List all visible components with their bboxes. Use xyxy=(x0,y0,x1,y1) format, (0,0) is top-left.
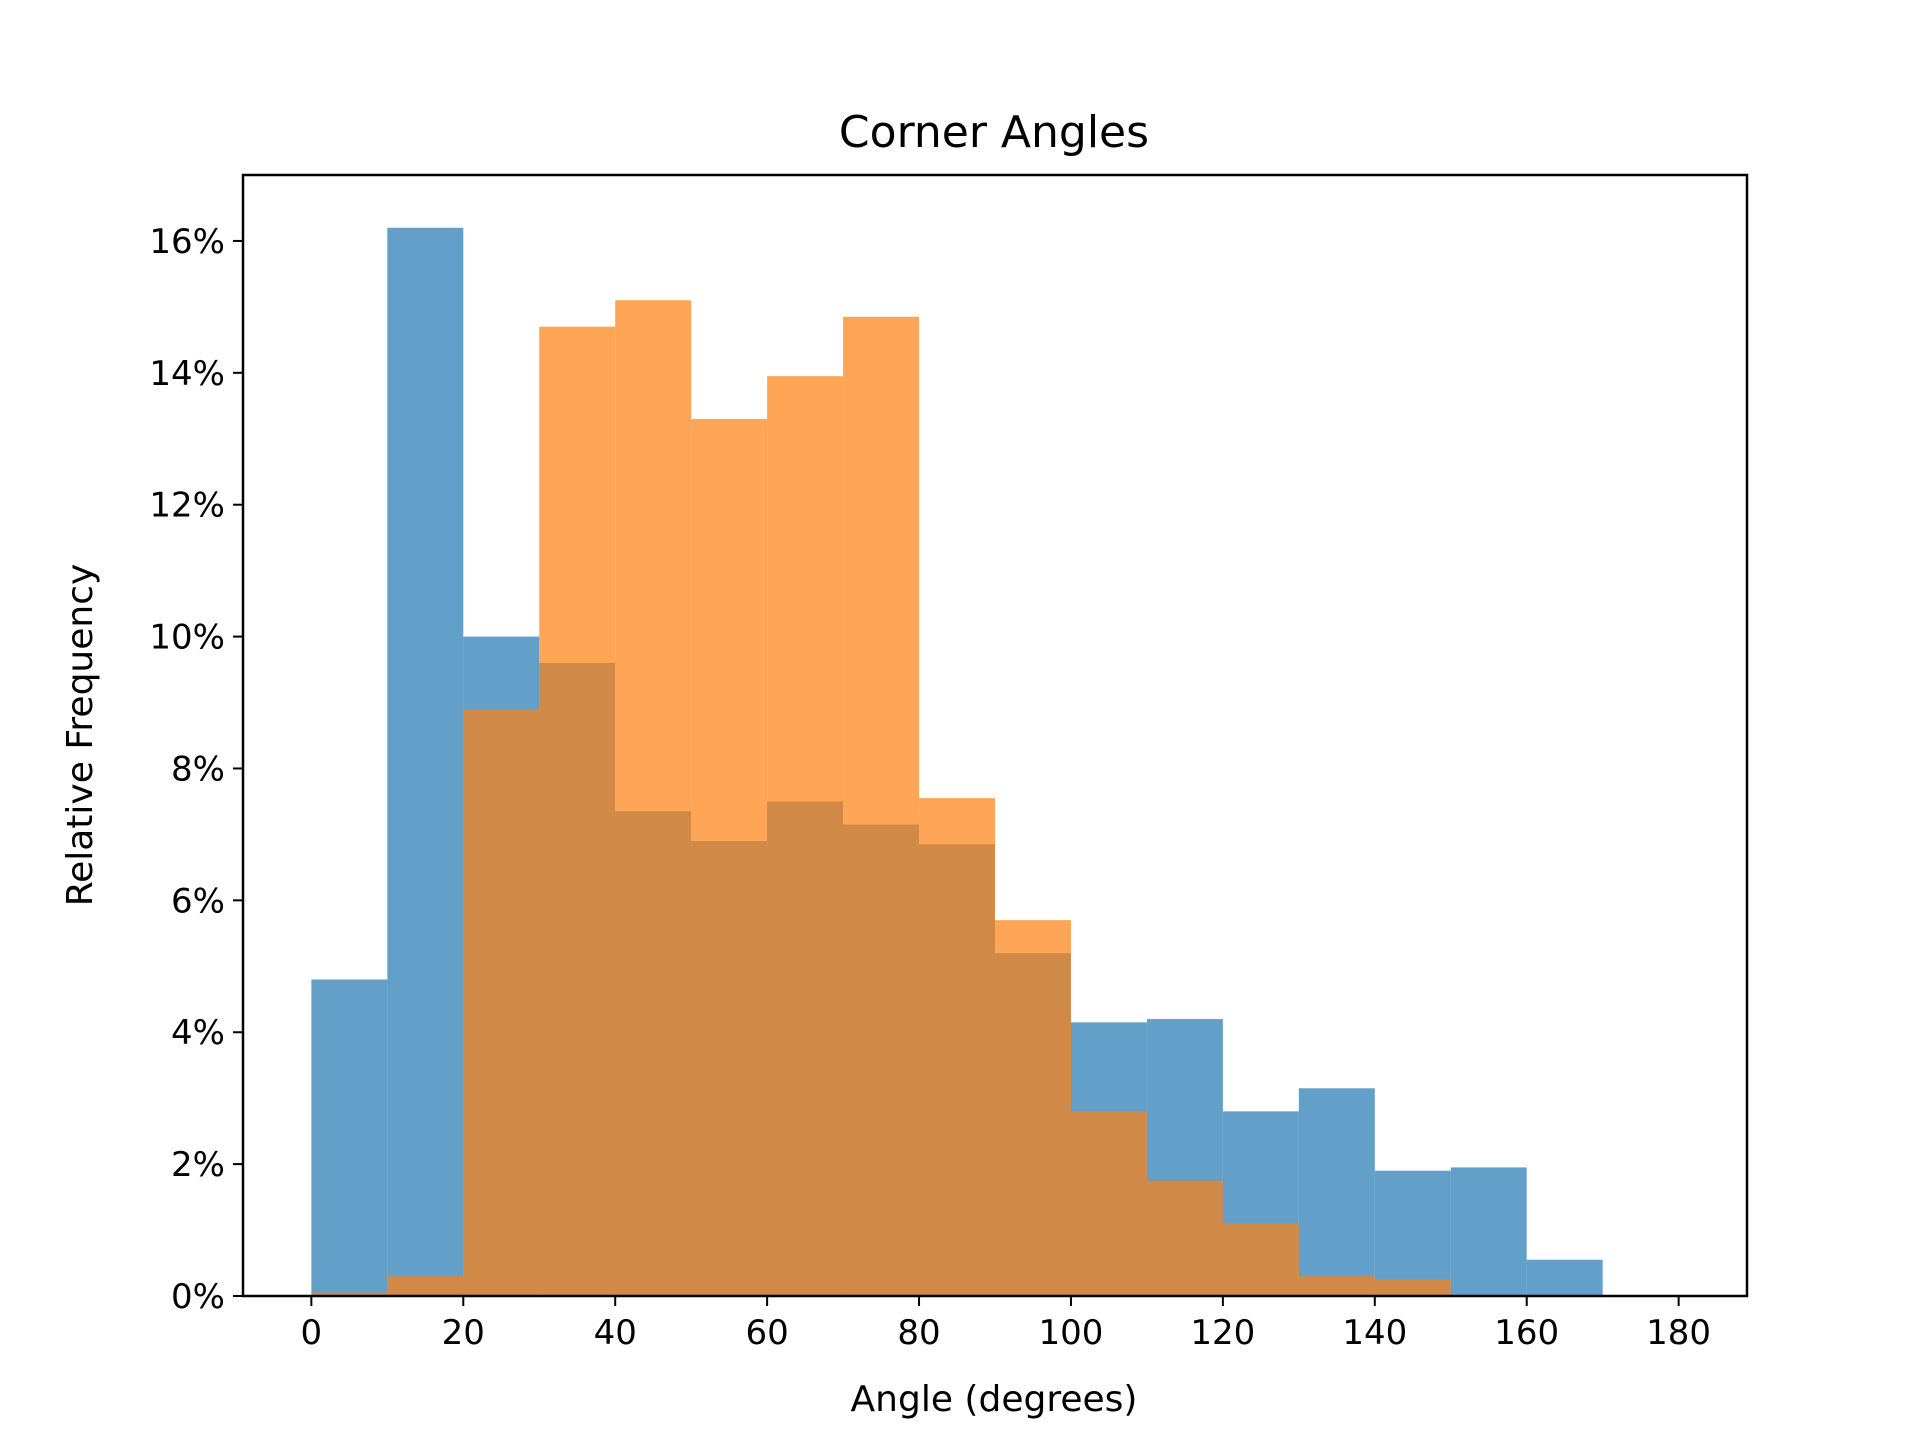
x-tick-label: 100 xyxy=(1039,1313,1104,1353)
x-tick-label: 40 xyxy=(594,1313,637,1353)
bar-series2-bin12 xyxy=(1222,1223,1299,1296)
bar-series1-bin16 xyxy=(1526,1259,1603,1296)
y-tick-label: 2% xyxy=(171,1145,225,1185)
y-axis: 0% 2% 4% 6% 8% 10% 12% 14% 16% xyxy=(149,222,243,1317)
x-tick-label: 180 xyxy=(1646,1313,1711,1353)
y-tick-label: 16% xyxy=(149,222,225,262)
bar-series2-bin14 xyxy=(1374,1279,1451,1296)
bar-series2-bin8 xyxy=(919,798,995,1296)
bar-series2-bin2 xyxy=(463,709,540,1296)
bar-series2-bin1 xyxy=(387,1276,464,1296)
y-tick-label: 0% xyxy=(171,1277,225,1317)
bar-series2-bin5 xyxy=(691,418,768,1296)
x-tick-label: 140 xyxy=(1342,1313,1407,1353)
y-axis-label: Relative Frequency xyxy=(60,564,101,907)
plot-frame xyxy=(241,173,1749,1298)
bar-series2-bin3 xyxy=(539,326,616,1297)
bar-series1-bin15 xyxy=(1450,1167,1527,1296)
y-tick-label: 14% xyxy=(149,354,225,394)
x-tick-label: 160 xyxy=(1494,1313,1559,1353)
bar-series2-bin13 xyxy=(1298,1276,1375,1296)
x-tick-label: 120 xyxy=(1190,1313,1255,1353)
bar-series2-bin7 xyxy=(843,316,920,1296)
bar-series2-bin4 xyxy=(615,300,692,1297)
y-tick-label: 4% xyxy=(171,1013,225,1053)
bar-series2-bin9 xyxy=(995,920,1071,1296)
y-tick-label: 6% xyxy=(171,881,225,921)
x-axis-label: Angle (degrees) xyxy=(851,1379,1138,1420)
y-tick-label: 10% xyxy=(149,618,225,658)
bar-series1-bin0 xyxy=(311,979,388,1296)
bar-series2-bin11 xyxy=(1146,1180,1223,1296)
x-tick-label: 60 xyxy=(745,1313,788,1353)
bar-series2-bin0 xyxy=(311,1292,388,1296)
bars-group xyxy=(311,227,1603,1297)
bar-series2-bin6 xyxy=(767,376,844,1296)
x-tick-label: 20 xyxy=(442,1313,485,1353)
bar-series1-bin14 xyxy=(1374,1170,1451,1296)
chart-title: Corner Angles xyxy=(839,107,1149,158)
bar-series1-bin1 xyxy=(387,227,464,1297)
y-tick-label: 12% xyxy=(149,486,225,526)
y-tick-label: 8% xyxy=(171,749,225,789)
bar-series1-bin13 xyxy=(1298,1088,1375,1296)
x-axis: 0 20 40 60 80 100 120 140 160 180 xyxy=(301,1296,1711,1353)
x-tick-label: 80 xyxy=(897,1313,940,1353)
x-tick-label: 0 xyxy=(301,1313,323,1353)
bar-series2-bin10 xyxy=(1070,1111,1147,1296)
